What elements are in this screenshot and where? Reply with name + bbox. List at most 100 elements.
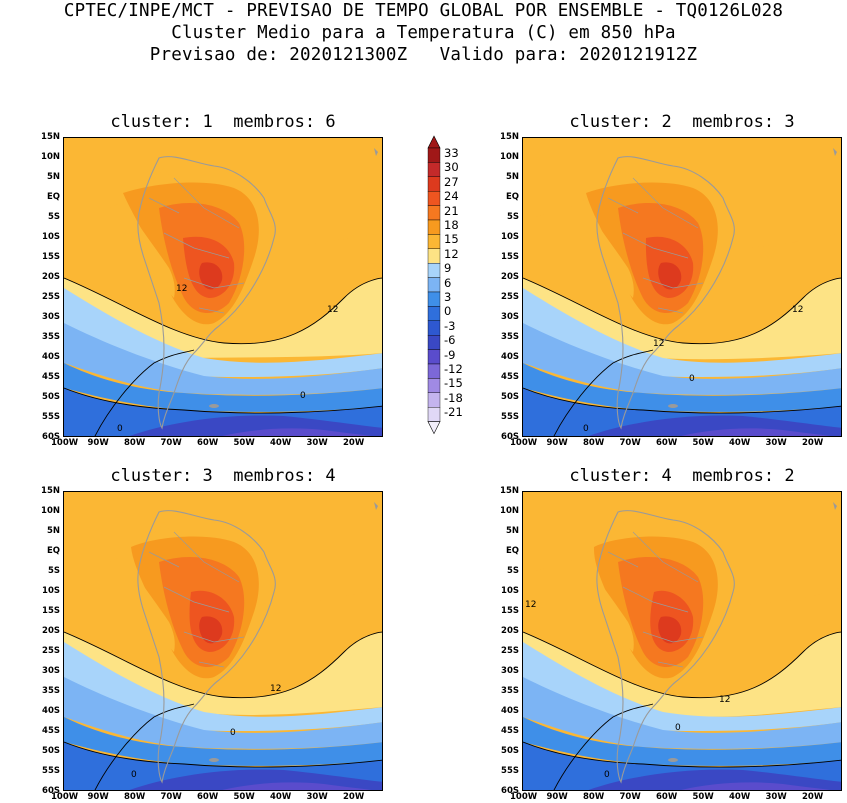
colorbar-label: 0 [444, 304, 452, 319]
latitude-label: 5N [505, 172, 519, 182]
latitude-label: 35S [501, 332, 519, 342]
longitude-label: 90W [87, 792, 109, 802]
longitude-label: 40W [729, 792, 751, 802]
colorbar-graphic [427, 135, 441, 435]
colorbar-swatch [427, 378, 441, 393]
latitude-label: 50S [501, 392, 519, 402]
latitude-label: 45S [42, 726, 60, 736]
colorbar-swatch [427, 407, 441, 422]
latitude-label: 25S [501, 292, 519, 302]
latitude-label: 15S [42, 606, 60, 616]
latitude-label: 5S [47, 212, 60, 222]
latitude-label: 55S [501, 766, 519, 776]
latitude-label: 10S [42, 586, 60, 596]
colorbar-label: 33 [444, 146, 459, 160]
latitude-label: EQ [46, 546, 60, 556]
latitude-label: 5S [47, 566, 60, 576]
colorbar-swatch [427, 349, 441, 365]
longitude-label: 70W [160, 792, 182, 802]
colorbar-label: 9 [444, 261, 452, 276]
latitude-label: 10N [500, 506, 519, 516]
longitude-label: 70W [619, 792, 641, 802]
colorbar-swatch [427, 262, 441, 278]
latitude-label: 60S [42, 786, 60, 796]
contour-label: 0 [300, 391, 306, 401]
contour-label: 12 [176, 284, 188, 294]
map-field [64, 492, 382, 790]
colorbar-swatch [427, 248, 441, 264]
longitude-label: 80W [583, 438, 605, 448]
colorbar-label: 27 [444, 174, 459, 189]
longitude-label: 20W [343, 438, 365, 448]
latitude-label: 10S [501, 232, 519, 242]
latitude-label: 15S [501, 252, 519, 262]
latitude-label: 50S [501, 746, 519, 756]
latitude-label: 15N [41, 132, 60, 142]
colorbar-label: -18 [444, 390, 463, 405]
contour-label: 0 [675, 723, 681, 733]
colorbar-swatch [427, 162, 441, 177]
latitude-label: 30S [501, 312, 519, 322]
latitude-label: 30S [42, 666, 60, 676]
latitude-label: 10S [42, 232, 60, 242]
latitude-label: 15S [501, 606, 519, 616]
latitude-label: 45S [501, 372, 519, 382]
colorbar-label: 21 [444, 203, 459, 218]
contour-label: 0 [583, 424, 589, 434]
longitude-label: 20W [802, 792, 824, 802]
latitude-label: 10S [501, 586, 519, 596]
longitude-label: 50W [233, 438, 255, 448]
longitude-label: 80W [124, 438, 146, 448]
latitude-label: 35S [42, 332, 60, 342]
latitude-label: 20S [42, 272, 60, 282]
contour-label: 0 [689, 374, 695, 384]
colorbar-label: 3 [444, 290, 452, 304]
latitude-label: 30S [501, 666, 519, 676]
latitude-label: EQ [505, 192, 519, 202]
title-line-3: Previsao de: 2020121300Z Valido para: 20… [149, 45, 698, 65]
longitude-label: 80W [124, 792, 146, 802]
title-line-1: CPTEC/INPE/MCT - PREVISAO DE TEMPO GLOBA… [63, 1, 784, 21]
colorbar-swatch [427, 334, 441, 350]
temperature-map [522, 491, 842, 791]
latitude-label: 20S [501, 272, 519, 282]
colorbar-swatch [427, 205, 441, 221]
latitude-label: 50S [42, 746, 60, 756]
longitude-label: 20W [802, 438, 824, 448]
latitude-label: 55S [42, 766, 60, 776]
colorbar-label: 15 [444, 232, 459, 247]
longitude-label: 100W [510, 792, 538, 802]
latitude-label: 45S [501, 726, 519, 736]
latitude-label: 40S [42, 352, 60, 362]
panel-title: cluster: 3 membros: 4 [110, 466, 336, 486]
colorbar-swatch [427, 277, 441, 293]
latitude-label: 10N [41, 152, 60, 162]
longitude-label: 60W [656, 438, 678, 448]
colorbar-label: 12 [444, 246, 459, 261]
latitude-label: 35S [501, 686, 519, 696]
latitude-label: 10N [41, 506, 60, 516]
latitude-label: 30S [42, 312, 60, 322]
longitude-label: 70W [160, 438, 182, 448]
longitude-label: 20W [343, 792, 365, 802]
longitude-label: 60W [197, 438, 219, 448]
longitude-label: 30W [306, 438, 328, 448]
colorbar-swatch [427, 291, 441, 307]
colorbar-label: -12 [444, 362, 463, 376]
colorbar-swatch [427, 234, 441, 250]
latitude-label: 60S [42, 432, 60, 442]
latitude-label: EQ [505, 546, 519, 556]
latitude-label: 55S [501, 412, 519, 422]
colorbar-swatch [427, 392, 441, 408]
longitude-label: 30W [306, 792, 328, 802]
colorbar-label: -6 [444, 333, 456, 348]
colorbar-label: 18 [444, 218, 459, 232]
temperature-map [63, 137, 383, 437]
latitude-label: 20S [501, 626, 519, 636]
longitude-label: 70W [619, 438, 641, 448]
latitude-label: 15N [500, 486, 519, 496]
contour-label: 12 [270, 684, 282, 694]
colorbar-label: -15 [444, 376, 463, 391]
latitude-label: 5S [506, 566, 519, 576]
contour-label: 0 [230, 728, 236, 738]
